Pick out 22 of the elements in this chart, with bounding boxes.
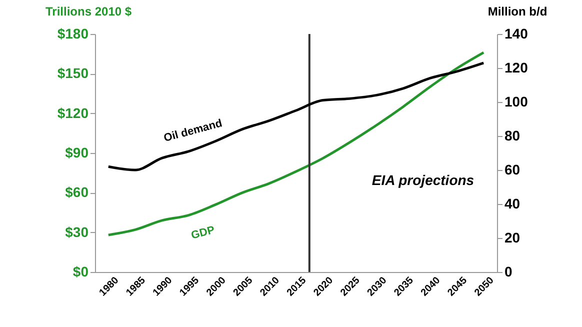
- line-series: [107, 51, 485, 236]
- y2-tick-label: 20: [504, 230, 520, 246]
- y2-axis-title: Million b/d: [488, 4, 548, 18]
- y2-tick-label: 60: [504, 162, 520, 178]
- y-tick-label: $150: [57, 65, 89, 82]
- y-tick-label: $30: [65, 224, 89, 240]
- y-axis-title: Trillions 2010 $: [46, 4, 132, 18]
- y-tick-label: $90: [65, 144, 89, 160]
- y2-tick-label: 0: [504, 264, 512, 280]
- y-tick-label: $120: [57, 104, 89, 121]
- y2-tick-label: 140: [504, 26, 528, 42]
- annotation: EIA projections: [372, 172, 474, 188]
- text: Oil demand: [162, 117, 224, 145]
- y2-tick-label: 80: [504, 128, 520, 144]
- text: GDP: [190, 224, 216, 242]
- line-series: [107, 62, 485, 172]
- y-tick-label: $0: [72, 264, 89, 280]
- y2-tick-label: 120: [504, 60, 528, 76]
- y-tick-label: $180: [57, 26, 89, 42]
- y2-tick-label: 40: [504, 196, 520, 212]
- y-tick-label: $60: [65, 184, 89, 200]
- y2-tick-label: 100: [504, 94, 528, 110]
